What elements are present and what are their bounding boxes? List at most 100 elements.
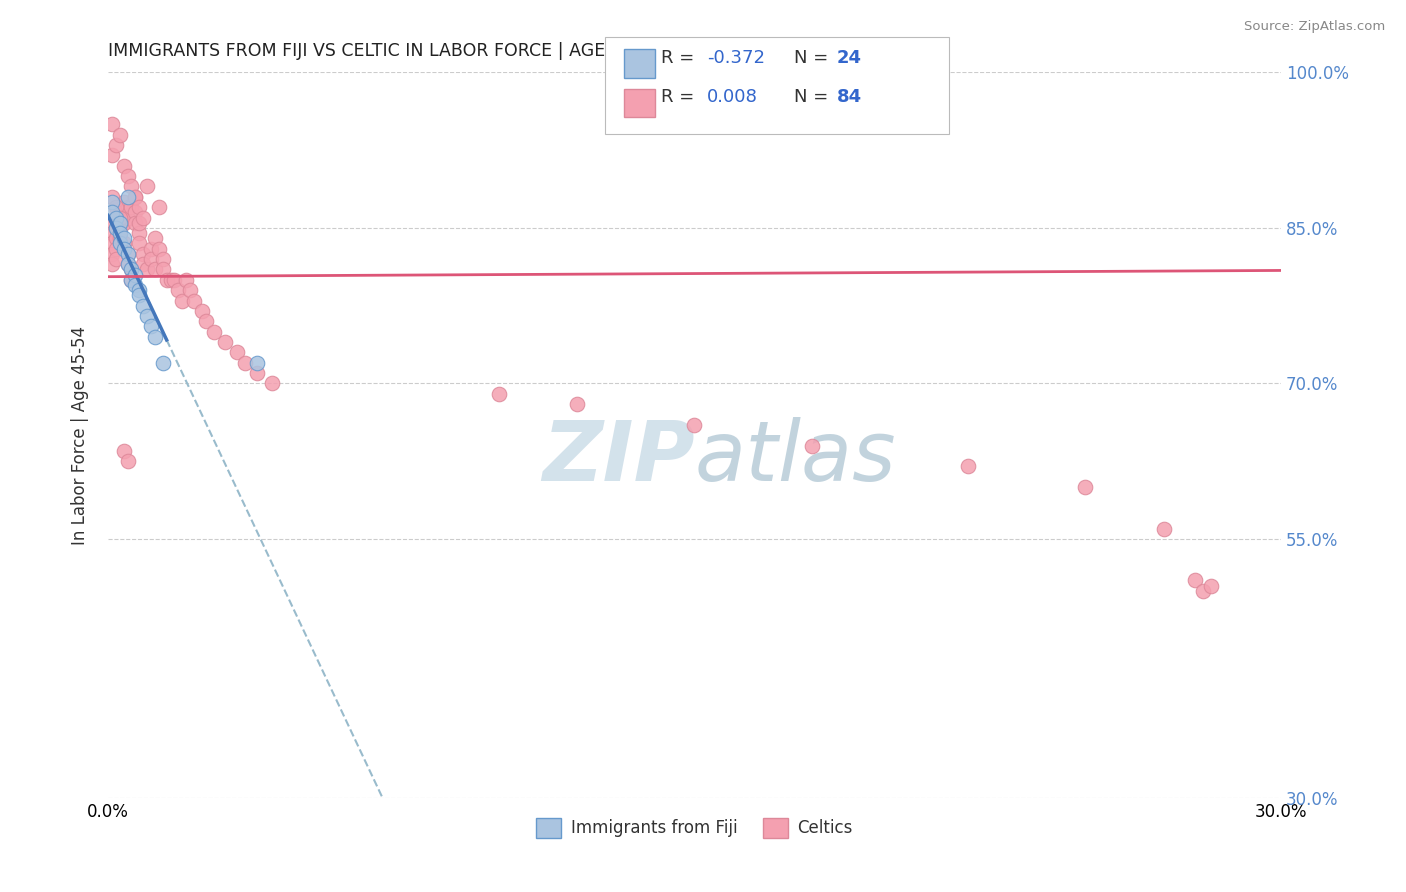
- Point: [120, 273, 142, 287]
- Point: [1184, 574, 1206, 588]
- Point: [104, 211, 127, 225]
- Point: [101, 205, 124, 219]
- Point: [567, 397, 589, 411]
- Point: [112, 194, 135, 209]
- Point: [128, 200, 150, 214]
- Point: [174, 273, 197, 287]
- Point: [245, 356, 267, 370]
- Text: N =: N =: [794, 88, 834, 106]
- Point: [132, 247, 155, 261]
- Point: [124, 277, 146, 292]
- Point: [143, 262, 166, 277]
- Point: [104, 231, 127, 245]
- Point: [214, 334, 236, 349]
- Point: [152, 262, 174, 277]
- Point: [101, 257, 124, 271]
- Point: [124, 216, 146, 230]
- Point: [120, 262, 142, 277]
- Y-axis label: In Labor Force | Age 45-54: In Labor Force | Age 45-54: [72, 326, 89, 545]
- Point: [128, 283, 150, 297]
- Point: [488, 386, 510, 401]
- Point: [117, 200, 139, 214]
- Point: [112, 216, 135, 230]
- Point: [172, 293, 194, 308]
- Point: [108, 236, 131, 251]
- Point: [167, 283, 190, 297]
- Text: ZIP: ZIP: [541, 417, 695, 498]
- Point: [148, 242, 170, 256]
- Point: [104, 211, 127, 225]
- Point: [202, 325, 225, 339]
- Point: [156, 273, 179, 287]
- Point: [957, 459, 980, 474]
- Point: [1074, 480, 1097, 494]
- Point: [136, 309, 159, 323]
- Point: [683, 417, 706, 432]
- Point: [194, 314, 217, 328]
- Point: [104, 242, 127, 256]
- Text: R =: R =: [661, 88, 700, 106]
- Text: 24: 24: [837, 49, 862, 67]
- Point: [120, 179, 142, 194]
- Point: [117, 247, 139, 261]
- Point: [262, 376, 284, 391]
- Point: [132, 257, 155, 271]
- Point: [101, 194, 124, 209]
- Point: [104, 252, 127, 266]
- Point: [117, 454, 139, 468]
- Point: [108, 200, 131, 214]
- Point: [226, 345, 249, 359]
- Point: [179, 283, 201, 297]
- Point: [120, 273, 142, 287]
- Point: [800, 439, 823, 453]
- Point: [108, 221, 131, 235]
- Point: [132, 299, 155, 313]
- Point: [101, 190, 124, 204]
- Point: [128, 236, 150, 251]
- Point: [152, 356, 174, 370]
- Text: atlas: atlas: [695, 417, 896, 498]
- Point: [1153, 522, 1175, 536]
- Text: IMMIGRANTS FROM FIJI VS CELTIC IN LABOR FORCE | AGE 45-54 CORRELATION CHART: IMMIGRANTS FROM FIJI VS CELTIC IN LABOR …: [108, 42, 855, 60]
- Text: 0.008: 0.008: [707, 88, 758, 106]
- Legend: Immigrants from Fiji, Celtics: Immigrants from Fiji, Celtics: [529, 812, 859, 844]
- Point: [120, 200, 142, 214]
- Text: -0.372: -0.372: [707, 49, 765, 67]
- Point: [139, 319, 162, 334]
- Point: [101, 226, 124, 240]
- Text: R =: R =: [661, 49, 700, 67]
- Point: [183, 293, 205, 308]
- Point: [136, 179, 159, 194]
- Point: [112, 236, 135, 251]
- Point: [117, 169, 139, 183]
- Point: [104, 221, 127, 235]
- Point: [191, 304, 214, 318]
- Point: [112, 443, 135, 458]
- Point: [112, 242, 135, 256]
- Text: 84: 84: [837, 88, 862, 106]
- Point: [148, 200, 170, 214]
- Text: Source: ZipAtlas.com: Source: ZipAtlas.com: [1244, 20, 1385, 33]
- Point: [117, 211, 139, 225]
- Point: [108, 226, 131, 240]
- Point: [112, 159, 135, 173]
- Point: [117, 257, 139, 271]
- Point: [108, 231, 131, 245]
- Point: [108, 216, 131, 230]
- Point: [136, 262, 159, 277]
- Point: [152, 252, 174, 266]
- Point: [117, 257, 139, 271]
- Point: [117, 247, 139, 261]
- Point: [124, 268, 146, 282]
- Point: [245, 366, 267, 380]
- Point: [101, 148, 124, 162]
- Point: [143, 330, 166, 344]
- Point: [233, 356, 256, 370]
- Point: [101, 247, 124, 261]
- Point: [139, 252, 162, 266]
- Point: [104, 200, 127, 214]
- Point: [128, 226, 150, 240]
- Point: [124, 190, 146, 204]
- Point: [108, 211, 131, 225]
- Point: [128, 288, 150, 302]
